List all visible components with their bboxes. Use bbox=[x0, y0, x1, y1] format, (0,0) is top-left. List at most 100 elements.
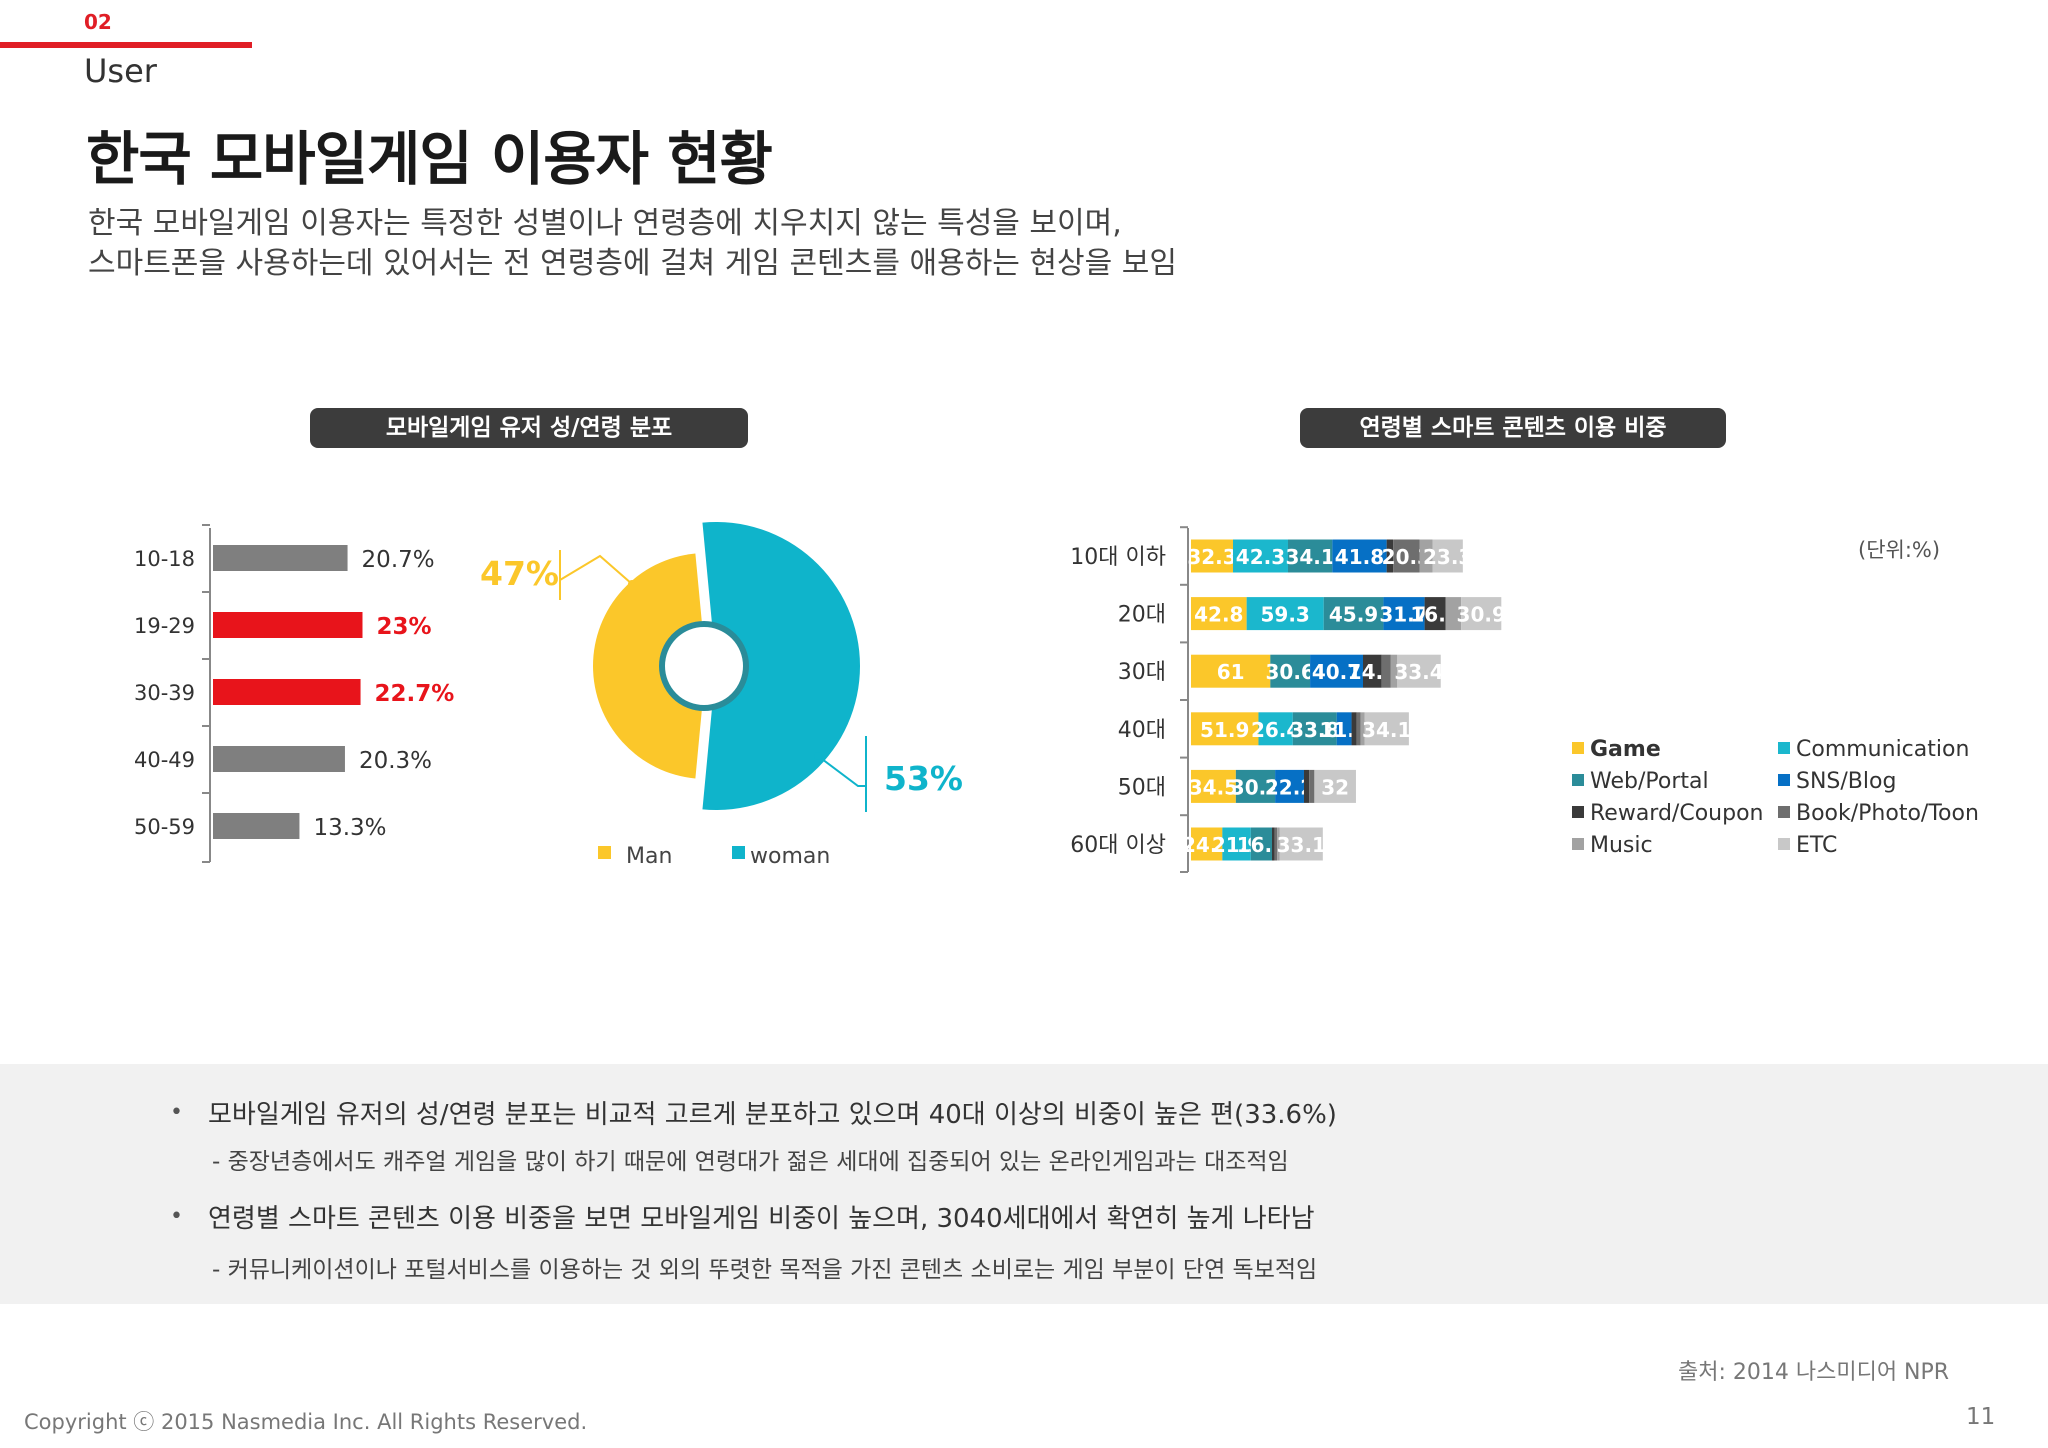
content-category-label: 40대 bbox=[1118, 718, 1166, 743]
page-title: 한국 모바일게임 이용자 현황 bbox=[86, 125, 773, 193]
content-bar-segment bbox=[1191, 827, 1223, 861]
content-category-label: 60대 이상 bbox=[1070, 833, 1166, 858]
content-legend-label: Reward/Coupon bbox=[1590, 801, 1763, 826]
age-bar bbox=[213, 545, 348, 571]
content-legend-swatch bbox=[1778, 774, 1790, 786]
content-legend-swatch bbox=[1572, 742, 1584, 754]
content-segment-label: 45.9 bbox=[1329, 603, 1378, 627]
bullet-2-subtext: - 커뮤니케이션이나 포털서비스를 이용하는 것 외의 뚜렷한 목적을 가진 콘… bbox=[212, 1257, 1318, 1283]
content-segment-label: 26.4 bbox=[1251, 718, 1300, 742]
woman-percent-label: 53% bbox=[884, 759, 963, 798]
content-legend-swatch bbox=[1572, 774, 1584, 786]
content-segment-label: 31.7 bbox=[1379, 603, 1428, 627]
bullet-1-dot: • bbox=[170, 1100, 183, 1125]
content-bar-segment bbox=[1381, 654, 1391, 688]
age-bar bbox=[213, 679, 361, 705]
content-legend-swatch bbox=[1778, 838, 1790, 850]
content-bar-segment bbox=[1356, 712, 1361, 746]
page-number: 11 bbox=[1966, 1404, 1996, 1430]
age-value-label: 23% bbox=[377, 614, 432, 640]
content-bar-segment bbox=[1332, 539, 1387, 573]
content-segment-label: 34.1 bbox=[1285, 545, 1334, 569]
section-rule bbox=[0, 42, 252, 48]
content-bar-segment bbox=[1292, 712, 1337, 746]
subtitle-line-2: 스마트폰을 사용하는데 있어서는 전 연령층에 걸쳐 게임 콘텐츠를 애용하는 … bbox=[88, 246, 1177, 281]
man-percent-label: 47% bbox=[480, 554, 559, 593]
content-segment-label: 41.8 bbox=[1335, 545, 1384, 569]
age-value-label: 22.7% bbox=[375, 681, 455, 707]
age-category-label: 40-49 bbox=[134, 748, 195, 772]
content-bar-segment bbox=[1362, 654, 1382, 688]
content-bar-segment bbox=[1309, 769, 1315, 803]
bullet-1-subtext: - 중장년층에서도 캐주얼 게임을 많이 하기 때문에 연령대가 젊은 세대에 … bbox=[212, 1149, 1289, 1175]
content-bar-segment bbox=[1424, 597, 1446, 631]
content-bar-segment bbox=[1279, 827, 1323, 861]
age-category-label: 30-39 bbox=[134, 681, 195, 705]
content-bar-segment bbox=[1432, 539, 1463, 573]
age-bar bbox=[213, 813, 300, 839]
unit-note: (단위:%) bbox=[1858, 538, 1941, 562]
content-segment-label: 32.3 bbox=[1187, 545, 1236, 569]
content-bar-segment bbox=[1445, 597, 1462, 631]
content-segment-label: 51.9 bbox=[1200, 718, 1249, 742]
legend-swatch-woman bbox=[732, 846, 745, 859]
content-bar-segment bbox=[1364, 712, 1409, 746]
age-bar bbox=[213, 612, 363, 638]
content-legend-label: ETC bbox=[1796, 833, 1837, 858]
content-legend-swatch bbox=[1572, 806, 1584, 818]
woman-leader-line bbox=[817, 755, 866, 787]
content-segment-label: 34.5 bbox=[1189, 775, 1238, 799]
content-bar-segment bbox=[1246, 597, 1324, 631]
content-legend-label: SNS/Blog bbox=[1796, 769, 1896, 794]
source-note: 출처: 2014 나스미디어 NPR bbox=[1678, 1360, 1950, 1385]
content-bar-segment bbox=[1303, 769, 1310, 803]
age-bar bbox=[213, 746, 345, 772]
content-bar-segment bbox=[1271, 827, 1275, 861]
content-bar-segment bbox=[1274, 827, 1278, 861]
content-bar-segment bbox=[1336, 712, 1352, 746]
donut-hole bbox=[659, 621, 749, 711]
content-segment-label: 33.8 bbox=[1290, 718, 1339, 742]
woman-leader-dot bbox=[814, 752, 822, 760]
man-leader-dot bbox=[628, 580, 636, 588]
content-legend-label: Communication bbox=[1796, 737, 1969, 762]
content-bar-segment bbox=[1287, 539, 1333, 573]
content-bar-segment bbox=[1191, 597, 1247, 631]
age-value-label: 20.7% bbox=[362, 547, 435, 573]
donut-slice-man bbox=[593, 553, 706, 779]
content-bar-segment bbox=[1191, 712, 1259, 746]
legend-label-man: Man bbox=[626, 844, 672, 869]
content-category-label: 20대 bbox=[1118, 603, 1166, 628]
left-chart-title: 모바일게임 유저 성/연령 분포 bbox=[310, 408, 748, 448]
content-bar-segment bbox=[1360, 712, 1365, 746]
age-category-label: 50-59 bbox=[134, 815, 195, 839]
content-bar-segment bbox=[1419, 539, 1433, 573]
content-bar-segment bbox=[1277, 827, 1280, 861]
content-legend-swatch bbox=[1778, 806, 1790, 818]
age-value-label: 13.3% bbox=[313, 815, 386, 841]
content-segment-label: 42.3 bbox=[1236, 545, 1285, 569]
age-category-label: 10-18 bbox=[134, 547, 195, 571]
content-segment-label: 33.1 bbox=[1277, 833, 1326, 857]
content-segment-label: 33.4 bbox=[1394, 660, 1443, 684]
subtitle-line-1: 한국 모바일게임 이용자는 특정한 성별이나 연령층에 치우치지 않는 특성을 … bbox=[88, 206, 1122, 241]
content-bar-segment bbox=[1275, 769, 1304, 803]
content-bar-segment bbox=[1386, 539, 1394, 573]
bullet-2-text: 연령별 스마트 콘텐츠 이용 비중을 보면 모바일게임 비중이 높으며, 304… bbox=[208, 1204, 1315, 1234]
bullet-2-dot: • bbox=[170, 1204, 183, 1229]
section-name: User bbox=[84, 52, 157, 90]
content-bar-segment bbox=[1191, 654, 1271, 688]
content-category-label: 10대 이하 bbox=[1070, 545, 1166, 570]
copyright: Copyright ⓒ 2015 Nasmedia Inc. All Right… bbox=[24, 1410, 588, 1434]
content-bar-segment bbox=[1232, 539, 1288, 573]
content-segment-label: 23.3 bbox=[1423, 545, 1472, 569]
content-segment-label: 42.8 bbox=[1194, 603, 1243, 627]
content-legend-label: Game bbox=[1590, 737, 1661, 762]
content-segment-label: 30.2 bbox=[1231, 775, 1280, 799]
content-bar-segment bbox=[1461, 597, 1502, 631]
age-value-label: 20.3% bbox=[359, 748, 432, 774]
content-segment-label: 34.1 bbox=[1362, 718, 1411, 742]
content-bar-segment bbox=[1191, 539, 1233, 573]
content-segment-label: 61 bbox=[1217, 660, 1245, 684]
content-bar-segment bbox=[1390, 654, 1398, 688]
